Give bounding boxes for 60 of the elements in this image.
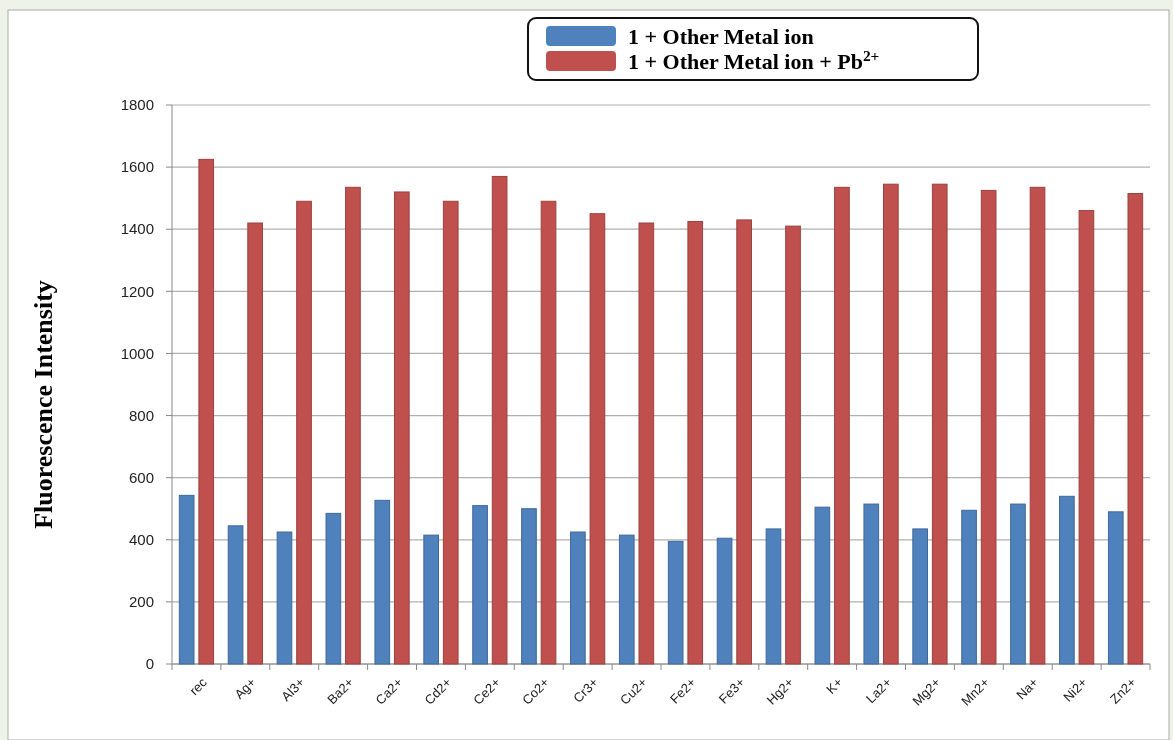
bar: [589, 213, 606, 665]
y-tick-label: 0: [145, 655, 154, 673]
x-tick-label: rec: [186, 674, 211, 699]
bar: [423, 534, 440, 665]
bar: [374, 499, 391, 665]
y-tick-label: 1800: [120, 96, 154, 114]
x-tick-label: Ag+: [231, 674, 259, 702]
bar: [1059, 495, 1075, 665]
x-tick-label: Al3+: [278, 674, 308, 704]
bar: [472, 505, 488, 665]
bar: [883, 183, 899, 665]
bar: [814, 506, 831, 665]
bar: [638, 222, 655, 665]
bar: [540, 200, 557, 665]
bar: [687, 220, 704, 665]
bar: [912, 528, 929, 665]
bar: [1107, 511, 1124, 665]
bar: [227, 525, 244, 665]
bar: [618, 534, 635, 665]
y-axis-title: Fluorescence Intensity: [29, 280, 58, 529]
bar: [276, 531, 293, 665]
bar: [834, 186, 850, 665]
bar: [345, 186, 361, 665]
bar: [1127, 193, 1144, 665]
y-tick-label: 800: [128, 406, 154, 424]
bar: [325, 512, 342, 665]
bar: [394, 191, 410, 665]
x-tick-label: K+: [823, 674, 846, 697]
bar: [178, 494, 195, 665]
bar: [736, 219, 752, 665]
bar: [716, 537, 733, 665]
bar: [863, 503, 880, 665]
bar: [442, 200, 459, 665]
bar: [980, 189, 997, 665]
bar: [521, 508, 537, 665]
x-tick-label: Cr3+: [570, 674, 601, 706]
bar: [247, 222, 263, 665]
bar: [1029, 186, 1046, 665]
bar: [785, 225, 801, 665]
bar: [570, 531, 586, 665]
bar: [1010, 503, 1026, 665]
y-tick-label: 1600: [120, 158, 154, 176]
legend-label: 1 + Other Metal ion: [628, 23, 814, 49]
bar: [1078, 210, 1095, 665]
bar: [931, 183, 948, 665]
x-tick-label: Na+: [1013, 674, 1042, 703]
y-tick-label: 1000: [120, 344, 154, 362]
x-tick-label: Ni2+: [1060, 674, 1090, 705]
y-tick-label: 1200: [120, 282, 154, 300]
y-tick-label: 400: [128, 531, 154, 549]
bar: [198, 158, 215, 665]
bar: [961, 509, 977, 665]
legend-label: 1 + Other Metal ion + Pb$^{2+}$: [628, 46, 880, 74]
y-tick-label: 1400: [120, 220, 154, 238]
bar: [491, 175, 508, 665]
bar: [667, 540, 684, 665]
y-tick-label: 600: [128, 468, 154, 486]
bar: [765, 528, 782, 665]
y-tick-label: 200: [128, 593, 154, 611]
bar: [296, 200, 312, 665]
